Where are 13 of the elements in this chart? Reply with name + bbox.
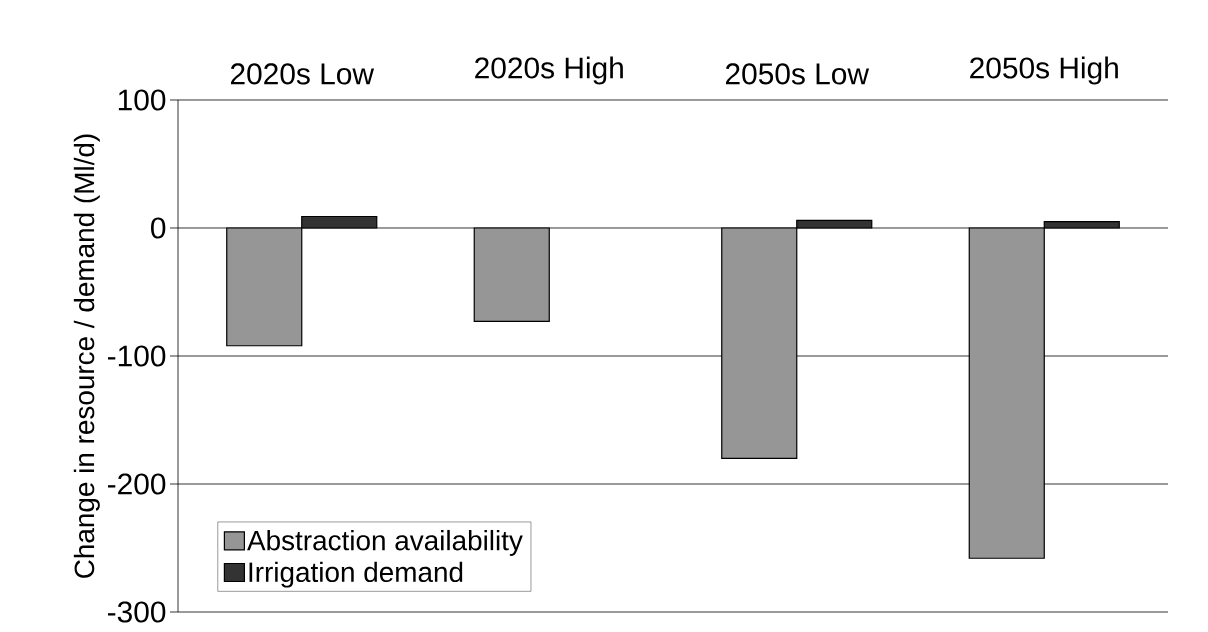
legend-label: Abstraction availability	[247, 529, 523, 556]
x-tick-label: 2050s Low	[725, 63, 870, 85]
bar	[473, 227, 550, 323]
x-tick-label: 2020s High	[475, 56, 623, 85]
y-tick-label: -100	[107, 345, 166, 367]
y-tick-label: -200	[107, 473, 166, 495]
y-tick-label: -300	[107, 601, 166, 623]
legend-label: Irrigation demand	[249, 561, 463, 588]
y-axis-title: Change in resource / demand (Ml/d)	[73, 134, 100, 578]
x-tick-label: 2020s Low	[230, 63, 375, 85]
y-tick-label: 100	[118, 89, 166, 111]
x-tick-label: 2050s High	[970, 56, 1118, 85]
y-tick-label: 0	[151, 217, 166, 239]
